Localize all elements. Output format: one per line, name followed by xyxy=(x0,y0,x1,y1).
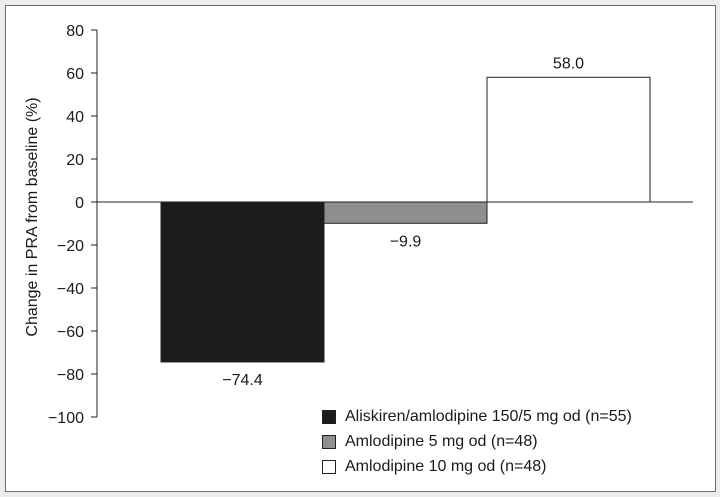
legend-swatch-white xyxy=(322,459,336,474)
y-tick-label: −40 xyxy=(57,281,84,298)
y-tick-label: −20 xyxy=(57,238,84,255)
y-tick-label: −60 xyxy=(57,324,84,341)
y-tick-label: 40 xyxy=(66,109,84,126)
legend-item-aliskiren-amlodipine: Aliskiren/amlodipine 150/5 mg od (n=55) xyxy=(322,404,632,429)
legend-item-amlodipine-5mg: Amlodipine 5 mg od (n=48) xyxy=(322,429,632,454)
y-tick-label: 80 xyxy=(66,23,84,40)
legend: Aliskiren/amlodipine 150/5 mg od (n=55) … xyxy=(322,404,632,479)
bar-3 xyxy=(486,76,651,203)
bars xyxy=(160,76,651,363)
legend-item-amlodipine-10mg: Amlodipine 10 mg od (n=48) xyxy=(322,454,632,479)
y-tick-label: 60 xyxy=(66,66,84,83)
legend-label: Amlodipine 10 mg od (n=48) xyxy=(345,457,547,475)
bar-2 xyxy=(323,201,488,224)
legend-label: Aliskiren/amlodipine 150/5 mg od (n=55) xyxy=(345,407,632,425)
y-tick-label: −100 xyxy=(48,410,84,427)
legend-label: Amlodipine 5 mg od (n=48) xyxy=(345,432,538,450)
bar-value-label: 58.0 xyxy=(553,55,584,72)
bar-1 xyxy=(160,201,325,363)
y-tick-label: −80 xyxy=(57,367,84,384)
y-tick-label: 20 xyxy=(66,152,84,169)
legend-swatch-gray xyxy=(322,434,336,449)
y-axis-title: Change in PRA from baseline (%) xyxy=(24,97,41,336)
data-labels: −74.4 −9.9 58.0 xyxy=(222,55,584,389)
bar-value-label: −74.4 xyxy=(222,372,263,389)
y-tick-label: 0 xyxy=(75,195,84,212)
legend-swatch-black xyxy=(322,409,336,424)
bar-value-label: −9.9 xyxy=(390,233,422,250)
